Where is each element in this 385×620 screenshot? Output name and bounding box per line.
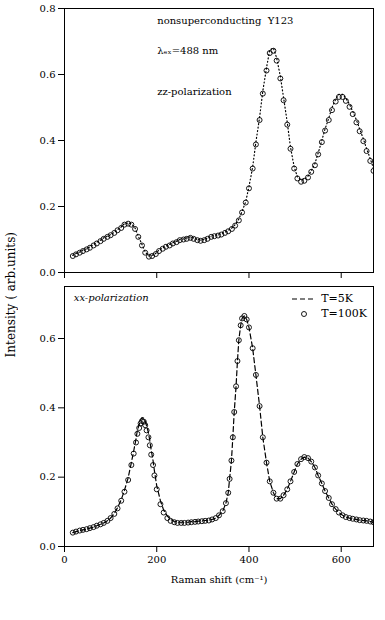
- html-text:Intensity ( arb.units): Intensity ( arb.units): [4, 232, 18, 358]
- html-text:T=100K: T=100K: [321, 307, 367, 320]
- svg-text:200: 200: [147, 554, 166, 565]
- svg-text:0: 0: [61, 554, 67, 565]
- svg-text:0.4: 0.4: [40, 402, 56, 413]
- html-text:T=5K: T=5K: [321, 292, 353, 305]
- svg-text:Raman shift (cm⁻¹): Raman shift (cm⁻¹): [171, 574, 268, 585]
- svg-text:zz-polarization: zz-polarization: [157, 86, 232, 97]
- svg-text:600: 600: [332, 554, 351, 565]
- svg-text:0.2: 0.2: [40, 471, 56, 482]
- svg-text:0.6: 0.6: [40, 69, 56, 80]
- svg-text:λₑₓ=488 nm: λₑₓ=488 nm: [157, 45, 219, 56]
- svg-text:0.0: 0.0: [40, 267, 56, 278]
- svg-text:xx-polarization: xx-polarization: [74, 292, 149, 303]
- svg-text:nonsuperconducting Y123: nonsuperconducting Y123: [157, 15, 293, 26]
- svg-text:0.4: 0.4: [40, 135, 56, 146]
- svg-text:0.8: 0.8: [40, 3, 56, 14]
- svg-text:0.0: 0.0: [40, 541, 56, 552]
- svg-text:0.2: 0.2: [40, 201, 56, 212]
- svg-text:0.6: 0.6: [40, 333, 56, 344]
- svg-text:400: 400: [239, 554, 258, 565]
